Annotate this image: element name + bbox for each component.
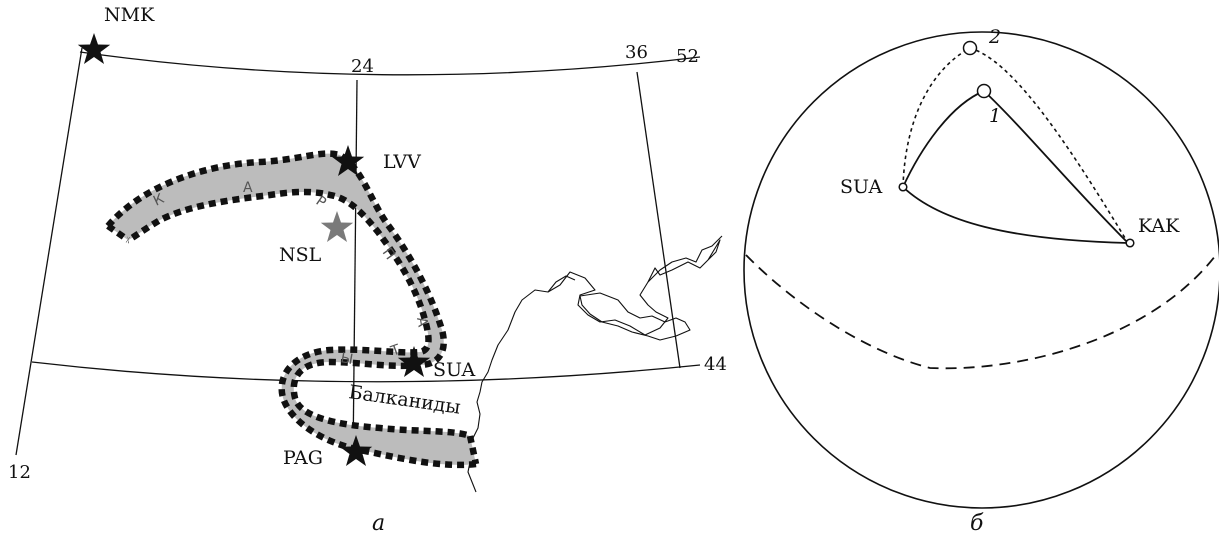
carpathian-belt: К А Р П А Т Ы (105, 150, 480, 469)
station-nmk-label: NMK (104, 4, 155, 26)
meridian-label-24: 24 (351, 56, 374, 77)
meridian-24-line (352, 79, 358, 461)
belt-letter-3: Р (313, 193, 329, 211)
crimea-peninsula (579, 292, 691, 341)
meridian-label-12: 12 (8, 462, 31, 483)
path-sua-kak-direct (902, 186, 1129, 244)
station-nmk-star-icon (77, 33, 111, 64)
belt-inner-edge (126, 188, 477, 469)
stereonet-great-circle (745, 254, 1217, 370)
pole-1-label: 1 (989, 105, 1001, 127)
path-via-pole-2 (902, 47, 1129, 244)
coast-detail-1 (547, 275, 576, 293)
parallel-label-44: 44 (704, 354, 727, 375)
coastline (465, 235, 723, 493)
parallel-label-52: 52 (676, 46, 699, 67)
belt-letter-2: А (243, 180, 253, 196)
station-sua-label: SUA (433, 359, 475, 381)
belt-letter-7: Ы (339, 350, 354, 368)
pole-2-label: 2 (988, 26, 1001, 48)
station-lvv-label: LVV (383, 151, 421, 173)
point-sua-marker (898, 182, 908, 192)
belt-fill (108, 153, 476, 465)
path-via-pole-1 (902, 89, 1129, 244)
belt-end-cap (106, 223, 130, 243)
point-sua-label: SUA (840, 176, 882, 198)
map-panel: К А Р П А Т Ы Балканиды 12 24 36 52 44 N… (8, 4, 727, 536)
stereonet-panel: SUA KAK 1 2 б (743, 26, 1219, 536)
point-kak-marker (1125, 238, 1135, 248)
map-graticule (15, 47, 701, 461)
stereonet-caption: б (970, 511, 984, 536)
stereonet-primitive-circle (743, 31, 1219, 509)
meridian-36-line (636, 71, 681, 369)
pole-2-marker (962, 40, 978, 56)
region-label-balkanides: Балканиды (347, 381, 462, 418)
pole-1-marker (976, 83, 992, 99)
belt-letter-5: А (413, 316, 430, 329)
meridian-12-line (15, 47, 83, 456)
black-sea-west-coast (465, 239, 721, 493)
station-pag-label: PAG (283, 447, 323, 469)
station-nsl-star-icon (320, 211, 354, 242)
parallel-52-line (79, 51, 701, 76)
point-kak-label: KAK (1138, 215, 1180, 237)
station-nsl-label: NSL (279, 244, 322, 266)
meridian-label-36: 36 (625, 42, 648, 63)
belt-end-cap-south (466, 435, 480, 465)
map-caption: а (372, 511, 385, 536)
azov-coast (647, 235, 723, 283)
parallel-44-line (31, 361, 701, 383)
belt-outer-edge (105, 150, 472, 440)
